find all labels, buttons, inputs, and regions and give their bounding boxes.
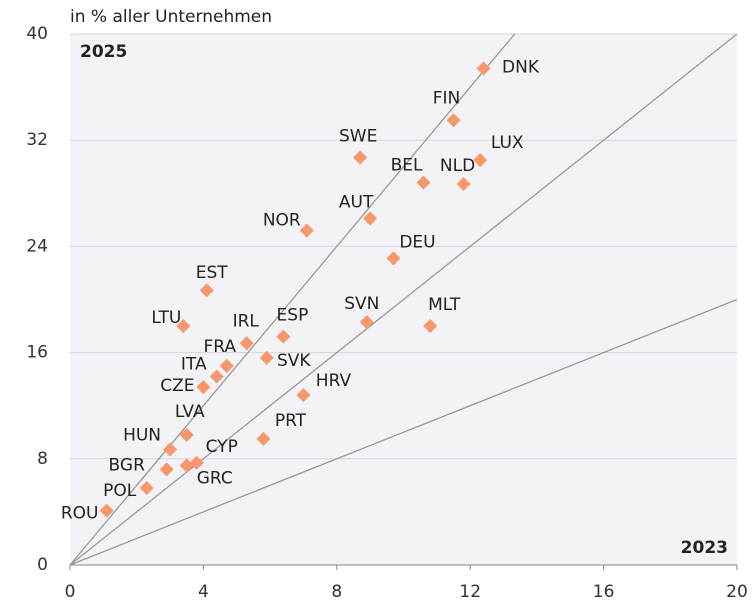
x-tick-label: 4: [198, 582, 209, 602]
point-label: ROU: [61, 504, 99, 524]
data-point: [296, 388, 311, 403]
y-tick-label: 32: [26, 130, 48, 150]
data-point: [276, 329, 291, 344]
point-label: BGR: [109, 455, 146, 475]
point-label: POL: [103, 481, 137, 501]
corner-label-y: 2025: [80, 42, 127, 62]
x-tick-label: 0: [65, 582, 76, 602]
y-tick-label: 8: [37, 449, 48, 469]
point-label: PRT: [275, 411, 307, 431]
point-label: FRA: [203, 337, 236, 357]
data-point: [219, 358, 234, 373]
data-point: [99, 503, 114, 518]
data-point: [189, 455, 204, 470]
point-label: DNK: [502, 58, 540, 78]
data-point: [446, 113, 461, 128]
point-label: HUN: [123, 426, 161, 446]
y-tick-label: 16: [26, 343, 48, 363]
data-point: [423, 319, 438, 334]
point-label: ITA: [181, 354, 207, 374]
data-point: [179, 427, 194, 442]
point-label: AUT: [339, 193, 374, 213]
point-label: ESP: [277, 306, 309, 326]
data-point: [259, 350, 274, 365]
point-label: LUX: [491, 133, 524, 153]
point-label: IRL: [233, 311, 260, 331]
point-label: BEL: [391, 156, 423, 176]
data-point: [256, 431, 271, 446]
point-label: LTU: [151, 308, 181, 328]
y-tick-label: 0: [37, 555, 48, 575]
point-label: SVN: [344, 294, 379, 314]
data-point: [199, 283, 214, 298]
point-label: GRC: [197, 468, 233, 488]
y-tick-label: 24: [26, 236, 48, 256]
reference-line: [69, 298, 738, 566]
point-label: SVK: [277, 351, 311, 371]
data-point: [359, 315, 374, 330]
data-point: [386, 251, 401, 266]
data-point: [139, 481, 154, 496]
data-point: [416, 175, 431, 190]
data-point: [176, 319, 191, 334]
point-label: CYP: [206, 437, 238, 457]
point-label: NOR: [263, 210, 301, 230]
data-point: [363, 211, 378, 226]
point-label: CZE: [160, 376, 194, 396]
data-point: [473, 153, 488, 168]
data-point: [239, 336, 254, 351]
x-tick-label: 12: [459, 582, 481, 602]
point-label: HRV: [316, 371, 352, 391]
point-label: LVA: [175, 402, 205, 422]
point-label: DEU: [399, 232, 435, 252]
data-point: [209, 369, 224, 384]
point-label: EST: [196, 263, 229, 283]
reference-line: [69, 33, 738, 566]
x-tick-label: 16: [593, 582, 615, 602]
point-label: MLT: [428, 295, 461, 315]
data-point: [299, 223, 314, 238]
data-point: [159, 462, 174, 477]
data-point: [476, 61, 491, 76]
y-tick-label: 40: [26, 24, 48, 44]
data-point: [179, 458, 194, 473]
point-label: NLD: [440, 156, 475, 176]
data-point: [353, 150, 368, 165]
y-axis-label: in % aller Unternehmen: [70, 7, 272, 27]
data-point: [196, 380, 211, 395]
data-point: [163, 442, 178, 457]
point-label: FIN: [433, 88, 461, 108]
reference-line: [69, 33, 516, 566]
data-point: [456, 177, 471, 192]
point-label: SWE: [339, 126, 377, 146]
x-tick-label: 8: [331, 582, 342, 602]
corner-label-x: 2023: [681, 538, 728, 558]
x-tick-label: 20: [726, 582, 748, 602]
